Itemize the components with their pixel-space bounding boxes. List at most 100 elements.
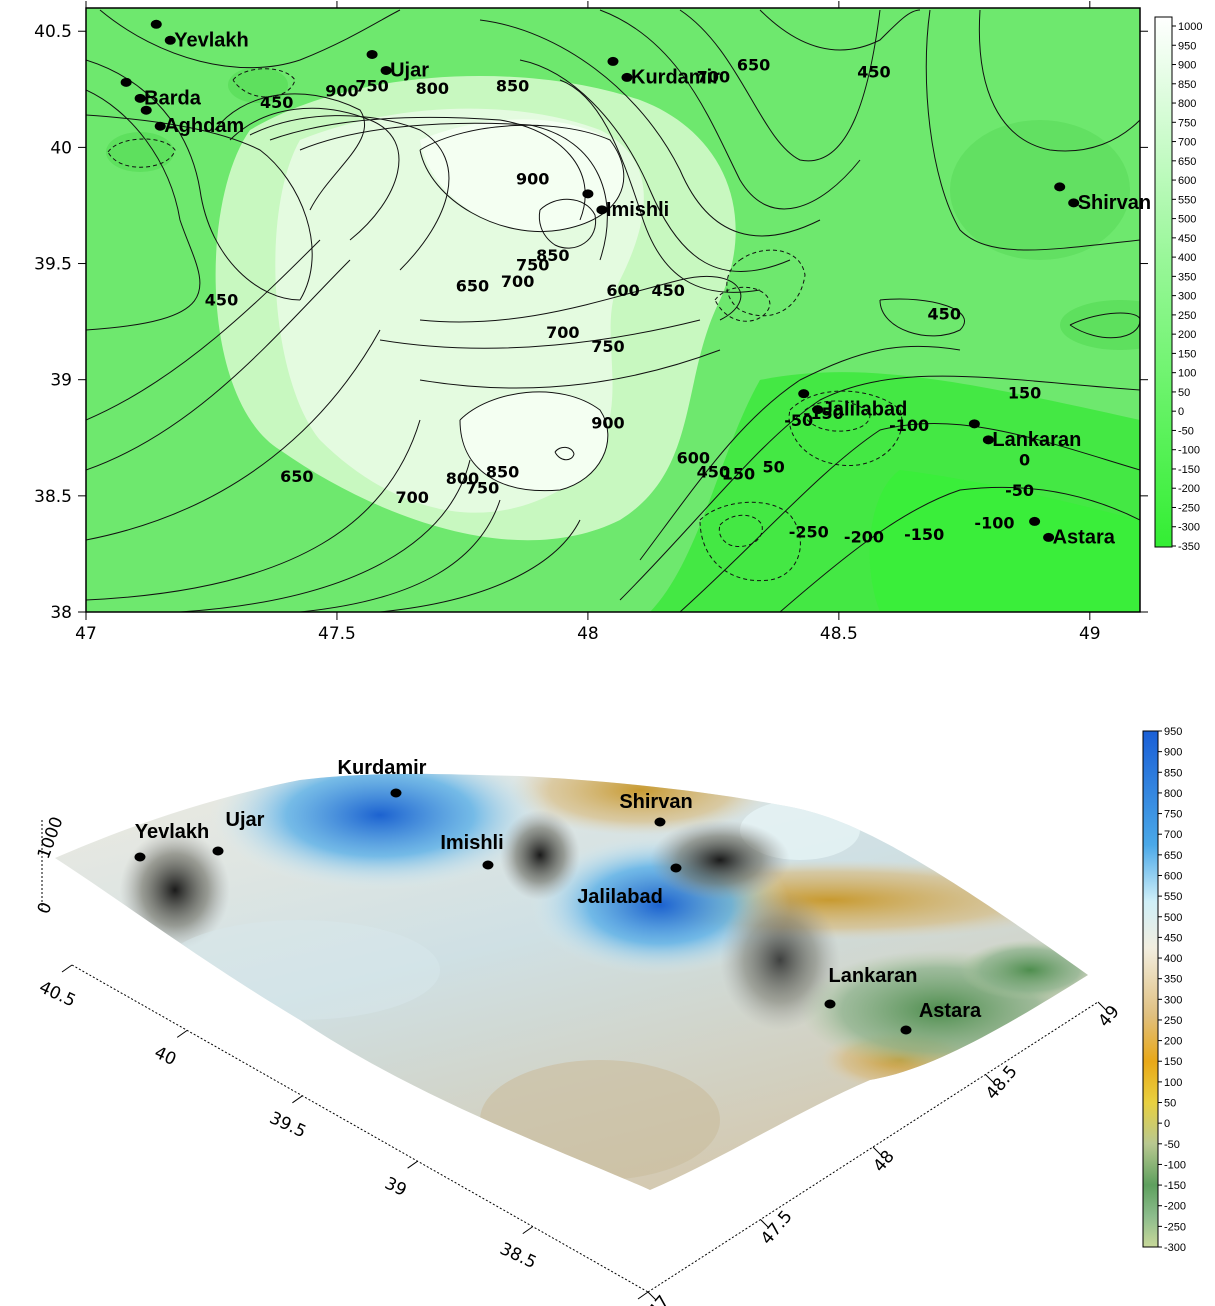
contour-value-label: 800 [416,79,449,98]
colorbar-label: 900 [1164,747,1182,759]
colorbar-label: -150 [1164,1180,1186,1192]
contour-value-label: 750 [591,337,624,356]
contour-value-label: 450 [205,290,238,309]
city-marker [482,860,494,870]
terrain-surface [55,773,1088,1190]
contour-value-label: 150 [1008,383,1041,402]
lat-tick-mark [407,1160,418,1169]
map-axis-ticks: 47 47.5 48 48.5 49 40.5 40 39.5 39 38.5 38 [34,1,1148,644]
contour-value-label: 450 [652,281,685,300]
colorbar-label: 800 [1164,788,1182,800]
lon-tick-mark [760,1219,769,1228]
city-marker [596,205,608,215]
lon-tick-mark [872,1146,882,1156]
city-marker [812,405,824,415]
lat-tick-mark [292,1095,303,1104]
colorbar-label: 300 [1178,291,1196,303]
x-tick-label: 49 [1079,624,1101,644]
y-tick-label: 40.5 [34,22,72,42]
lon-tick-label: 49 [1095,1002,1124,1031]
contour-value-label: 700 [396,488,429,507]
city-marker [621,72,633,82]
city-marker [582,189,594,199]
colorbar-label: 700 [1164,829,1182,841]
city-label: Astara [919,1000,982,1022]
colorbar-label: -300 [1178,522,1200,534]
city-marker [968,419,980,429]
elevation-fill [106,67,1140,612]
contour-value-label: 850 [536,246,569,265]
contour-value-label: -150 [904,525,944,544]
lat-tick-mark [61,964,73,973]
lon-tick-mark [1097,1001,1107,1011]
contour-value-label: 750 [516,256,549,275]
colorbar-label: 750 [1164,809,1182,821]
contour-value-label: 700 [697,67,730,86]
colorbar-label: -250 [1164,1221,1186,1233]
contour-value-label: 150 [722,465,755,484]
contour-value-label: 450 [697,462,730,481]
y-tick-label: 40 [50,138,72,158]
contour-value-label: -250 [789,523,829,542]
colorbar-label: -350 [1178,541,1200,553]
colorbar-label: 650 [1178,156,1196,168]
contour-value-label: 700 [501,272,534,291]
city-marker [134,852,146,862]
colorbar-label: 400 [1178,252,1196,264]
contour-value-label: 800 [446,469,479,488]
contour-value-label: 600 [677,448,710,467]
city-marker [120,77,132,87]
city-marker [164,35,176,45]
contour-value-label: 700 [546,323,579,342]
colorbar-label: 450 [1164,932,1182,944]
contour-value-label: -100 [889,416,929,435]
surface-colorbar-fill [1142,730,1159,1248]
lon-tick-label: 48.5 [982,1062,1022,1104]
colorbar-label: -100 [1164,1159,1186,1171]
colorbar-label: 900 [1178,60,1196,72]
contour-value-label: -50 [1005,481,1034,500]
contour-value-label: 850 [496,77,529,96]
contour-value-label: 750 [466,479,499,498]
city-label: Aghdam [164,115,244,137]
x-tick-label: 48 [577,624,599,644]
city-label: Shirvan [1078,192,1151,214]
colorbar-label: 150 [1164,1056,1182,1068]
x-tick-label: 48.5 [820,624,858,644]
colorbar-label: 300 [1164,994,1182,1006]
colorbar-label: 800 [1178,98,1196,110]
city-marker [366,49,378,59]
city-label: Ujar [226,809,265,831]
colorbar-label: 0 [1164,1118,1170,1130]
city-marker [380,65,392,75]
colorbar-label: -200 [1178,483,1200,495]
surface-axes [41,820,1099,1293]
y-tick-label: 39 [50,371,72,391]
colorbar-label: 50 [1178,387,1190,399]
lon-tick-mark [985,1074,994,1083]
city-marker [798,389,810,399]
x-tick-label: 47.5 [318,624,356,644]
colorbar-label: 550 [1164,891,1182,903]
colorbar-label: 500 [1178,214,1196,226]
y-tick-label: 38 [50,603,72,623]
colorbar-label: 600 [1178,175,1196,187]
contour-value-label: 600 [606,281,639,300]
city-label: Yevlakh [135,821,210,843]
contour-value-label: -50 [784,411,813,430]
city-label: Lankaran [829,965,918,987]
colorbar-label: 500 [1164,912,1182,924]
lon-tick-label: 48 [870,1147,899,1176]
z-tick-label: 1000 [34,814,68,861]
colorbar-label: 750 [1178,117,1196,129]
city-marker [607,56,619,66]
contour-value-label: -100 [974,513,1014,532]
z-tick-label: 0 [34,900,56,917]
lat-tick-label: 39 [381,1174,409,1201]
colorbar-label: 550 [1178,194,1196,206]
lon-tick-label: 47.5 [757,1207,797,1249]
city-marker [134,93,146,103]
colorbar-label: 950 [1178,40,1196,52]
city-label: Kurdamir [631,66,720,88]
